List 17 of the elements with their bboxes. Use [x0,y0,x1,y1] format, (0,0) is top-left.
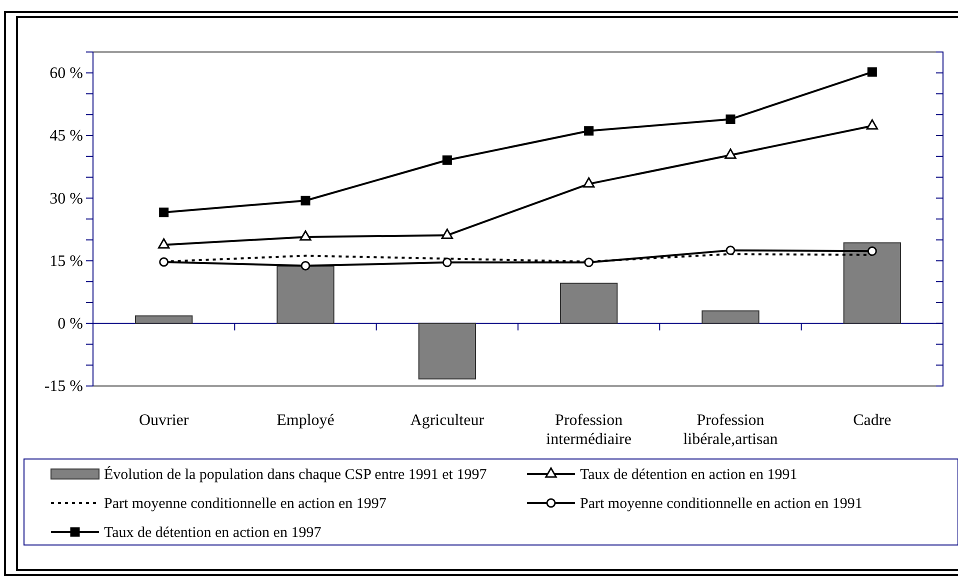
y-tick-label: 45 % [50,128,83,145]
legend-label: Évolution de la population dans chaque CSP entre 1991 et 1997 [104,466,488,483]
y-tick-label: 15 % [50,252,83,270]
y-tick-label: 0 % [58,315,83,332]
y-tick-label: -15 % [44,378,83,396]
legend-label: Taux de détention en action en 1997 [104,525,322,541]
x-tick-label: Profession libérale,artisan [683,412,778,448]
x-tick-label: Ouvrier [138,412,190,429]
x-tick-label: Profession intermédiaire [546,412,632,448]
y-tick-label: 30 % [50,190,83,208]
legend-label: Taux de détention en action en 1991 [580,467,798,483]
x-tick-label: Cadre [853,412,892,429]
x-tick-label: Agriculteur [410,412,485,429]
y-tick-label: 60 % [50,64,83,82]
legend-label: Part moyenne conditionnelle en action en 1997 [104,496,387,512]
x-tick-label: Employé [276,412,334,429]
legend-label: Part moyenne conditionnelle en action en 1991 [580,496,862,512]
